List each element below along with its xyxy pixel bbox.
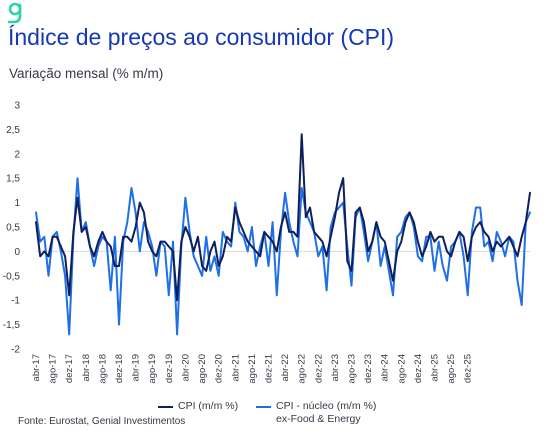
x-tick-label: dez-23 (363, 354, 374, 383)
x-tick-label: abr-23 (330, 354, 341, 381)
y-tick-label: -2 (11, 345, 20, 356)
y-tick-label: 0,5 (6, 223, 20, 234)
x-tick-label: dez-25 (463, 354, 474, 383)
y-tick-label: -0,5 (3, 271, 21, 282)
series-line-core (35, 177, 531, 336)
x-tick-label: abr-19 (131, 354, 142, 381)
y-tick-label: -1,5 (3, 320, 21, 331)
source-note: Fonte: Eurostat, Genial Investimentos (18, 416, 186, 427)
x-tick-label: ago-18 (97, 354, 108, 384)
x-tick-label: dez-20 (214, 354, 225, 383)
y-tick-label: 2,5 (6, 125, 20, 136)
x-tick-label: ago-21 (247, 354, 258, 384)
page-title: Índice de preços ao consumidor (CPI) (8, 24, 395, 50)
x-tick-label: dez-24 (413, 354, 424, 383)
x-tick-label: abr-21 (230, 354, 241, 381)
x-tick-label: dez-21 (263, 354, 274, 383)
x-tick-label: ago-19 (147, 354, 158, 384)
chart-subtitle: Variação mensal (% m/m) (9, 66, 164, 81)
series-line-cpi (35, 133, 531, 302)
x-tick-label: abr-25 (430, 354, 441, 381)
y-tick-label: 1,5 (6, 174, 20, 185)
x-tick-label: ago-23 (346, 354, 357, 384)
legend-swatch-core (256, 406, 271, 408)
legend-label-core: CPI - núcleo (m/m %) ex-Food & Energy (276, 400, 377, 425)
x-tick-label: ago-24 (396, 354, 407, 384)
x-tick-label: abr-22 (280, 354, 291, 381)
x-tick-label: dez-22 (313, 354, 324, 383)
x-tick-label: ago-17 (48, 354, 59, 384)
legend-swatch-cpi (158, 406, 173, 408)
y-tick-label: 2 (14, 149, 20, 160)
brand-logo-icon (7, 2, 22, 24)
x-tick-label: abr-17 (31, 354, 42, 381)
x-tick-label: abr-24 (380, 354, 391, 381)
x-tick-label: ago-22 (297, 354, 308, 384)
y-tick-label: 3 (14, 101, 20, 112)
x-tick-label: ago-20 (197, 354, 208, 384)
x-tick-label: dez-17 (64, 354, 75, 383)
y-tick-label: 1 (14, 198, 20, 209)
x-tick-label: dez-18 (114, 354, 125, 383)
x-tick-label: dez-19 (164, 354, 175, 383)
x-tick-label: ago-25 (446, 354, 457, 384)
y-tick-label: -1 (11, 296, 20, 307)
y-tick-label: 0 (14, 247, 20, 258)
x-tick-label: abr-18 (81, 354, 92, 381)
x-tick-label: abr-20 (180, 354, 191, 381)
legend-label-cpi: CPI (m/m %) (178, 400, 239, 412)
